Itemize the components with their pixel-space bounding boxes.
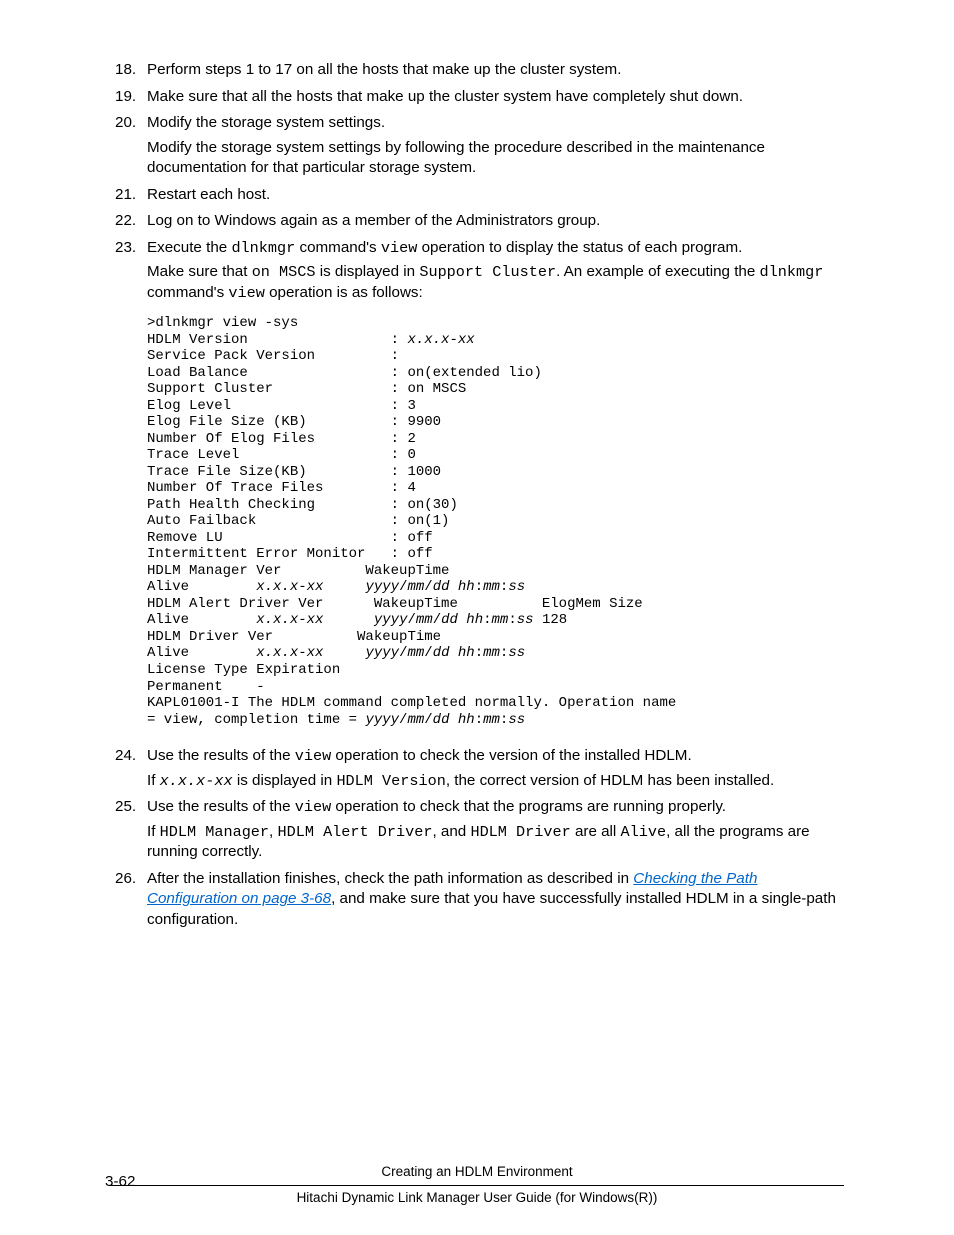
text: Make sure that bbox=[147, 263, 252, 280]
step-body: Execute the dlnkmgr command's view opera… bbox=[143, 238, 839, 740]
code-block: >dlnkmgr view -sys HDLM Version : x.x.x-… bbox=[147, 315, 839, 728]
step-para: Make sure that on MSCS is displayed in S… bbox=[147, 262, 839, 303]
text: If bbox=[147, 823, 160, 840]
code-inline: view bbox=[295, 747, 331, 765]
text: operation is as follows: bbox=[265, 284, 423, 301]
footer-doc-title: Hitachi Dynamic Link Manager User Guide … bbox=[110, 1185, 844, 1207]
text: , and bbox=[432, 823, 470, 840]
step-body: Log on to Windows again as a member of t… bbox=[143, 211, 839, 232]
text: is displayed in bbox=[316, 263, 420, 280]
step-body: Use the results of the view operation to… bbox=[143, 797, 839, 863]
step-text: Modify the storage system settings. bbox=[147, 114, 385, 131]
step-number: 20 bbox=[115, 113, 143, 179]
code-inline: HDLM Version bbox=[336, 772, 445, 790]
code-inline: HDLM Driver bbox=[470, 823, 570, 841]
step-number: 24 bbox=[115, 746, 143, 791]
code-inline: view bbox=[295, 798, 331, 816]
step-number: 23 bbox=[115, 238, 143, 740]
step-body: Restart each host. bbox=[143, 185, 839, 206]
step-body: Make sure that all the hosts that make u… bbox=[143, 87, 839, 108]
step-para: If HDLM Manager, HDLM Alert Driver, and … bbox=[147, 822, 839, 863]
text: , the correct version of HDLM has been i… bbox=[446, 772, 774, 789]
code-inline: HDLM Alert Driver bbox=[278, 823, 433, 841]
code-inline: Support Cluster bbox=[419, 263, 556, 281]
code-inline: view bbox=[381, 239, 417, 257]
step-body: Perform steps 1 to 17 on all the hosts t… bbox=[143, 60, 839, 81]
page-footer: Creating an HDLM Environment Hitachi Dyn… bbox=[0, 1163, 954, 1207]
text: are all bbox=[571, 823, 621, 840]
step-number: 26 bbox=[115, 869, 143, 931]
step-number: 19 bbox=[115, 87, 143, 108]
step-21: 21 Restart each host. bbox=[115, 185, 839, 206]
text: After the installation finishes, check t… bbox=[147, 870, 633, 887]
step-body: Use the results of the view operation to… bbox=[143, 746, 839, 791]
step-number: 22 bbox=[115, 211, 143, 232]
text: Use the results of the bbox=[147, 798, 295, 815]
text: command's bbox=[147, 284, 228, 301]
code-inline: dlnkmgr bbox=[231, 239, 295, 257]
step-para: If x.x.x-xx is displayed in HDLM Version… bbox=[147, 771, 839, 792]
text: If bbox=[147, 772, 160, 789]
step-list: 18 Perform steps 1 to 17 on all the host… bbox=[115, 60, 839, 930]
step-25: 25 Use the results of the view operation… bbox=[115, 797, 839, 863]
text: operation to display the status of each … bbox=[417, 239, 742, 256]
text: Use the results of the bbox=[147, 747, 295, 764]
step-18: 18 Perform steps 1 to 17 on all the host… bbox=[115, 60, 839, 81]
text: operation to check that the programs are… bbox=[331, 798, 726, 815]
step-23: 23 Execute the dlnkmgr command's view op… bbox=[115, 238, 839, 740]
step-body: After the installation finishes, check t… bbox=[143, 869, 839, 931]
step-22: 22 Log on to Windows again as a member o… bbox=[115, 211, 839, 232]
text: command's bbox=[295, 239, 381, 256]
step-number: 18 bbox=[115, 60, 143, 81]
step-24: 24 Use the results of the view operation… bbox=[115, 746, 839, 791]
code-inline: on MSCS bbox=[252, 263, 316, 281]
step-26: 26 After the installation finishes, chec… bbox=[115, 869, 839, 931]
text: . An example of executing the bbox=[556, 263, 759, 280]
text: , bbox=[269, 823, 277, 840]
text: is displayed in bbox=[233, 772, 337, 789]
document-page: 18 Perform steps 1 to 17 on all the host… bbox=[0, 0, 954, 1235]
step-para: Modify the storage system settings by fo… bbox=[147, 138, 839, 179]
step-20: 20 Modify the storage system settings. M… bbox=[115, 113, 839, 179]
text: Execute the bbox=[147, 239, 231, 256]
text: operation to check the version of the in… bbox=[331, 747, 691, 764]
code-inline: HDLM Manager bbox=[160, 823, 269, 841]
code-inline: Alive bbox=[621, 823, 667, 841]
code-inline: x.x.x-xx bbox=[160, 772, 233, 790]
footer-section-title: Creating an HDLM Environment bbox=[0, 1163, 954, 1181]
step-number: 25 bbox=[115, 797, 143, 863]
step-body: Modify the storage system settings. Modi… bbox=[143, 113, 839, 179]
code-inline: view bbox=[228, 284, 264, 302]
step-19: 19 Make sure that all the hosts that mak… bbox=[115, 87, 839, 108]
code-inline: dlnkmgr bbox=[760, 263, 824, 281]
step-number: 21 bbox=[115, 185, 143, 206]
